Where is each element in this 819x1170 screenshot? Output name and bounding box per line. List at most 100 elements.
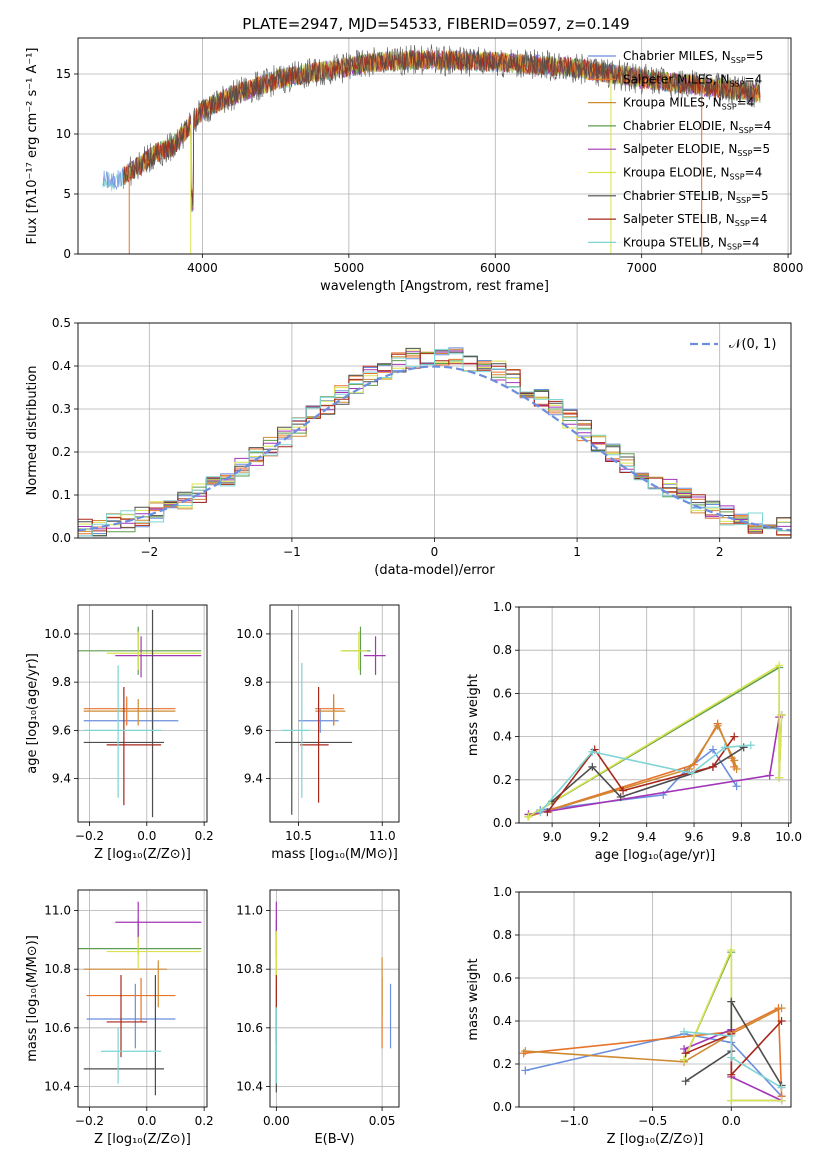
data-point-marker (777, 1083, 786, 1092)
y-tick-label: 9.4 (52, 772, 71, 786)
legend-count: =5 (746, 49, 764, 63)
plot-area (275, 609, 386, 815)
y-tick-label: 0.2 (493, 1057, 512, 1071)
x-tick-label: −0.5 (638, 1114, 667, 1128)
y-tick-label: 0 (63, 247, 71, 261)
data-point-marker (727, 1053, 736, 1062)
y-tick-label: 11.0 (44, 904, 71, 918)
x-tick-label: 4000 (187, 261, 218, 275)
legend: Chabrier MILES, NSSP=5 Salpeter MILES, NS… (588, 49, 771, 251)
data-point-marker (680, 1027, 689, 1036)
legend-count: =4 (745, 166, 763, 180)
data-point-marker (727, 1096, 736, 1105)
data-point-marker (777, 1004, 786, 1013)
data-point-marker (521, 1047, 530, 1056)
series-line (683, 1028, 782, 1102)
x-tick-label: 6000 (480, 261, 511, 275)
data-point-marker (524, 812, 533, 821)
plot-area (78, 609, 202, 818)
data-point-marker (720, 743, 729, 752)
y-tick-label: 0.1 (52, 488, 71, 502)
legend-count: =4 (742, 235, 760, 249)
x-tick-label: 9.2 (590, 830, 609, 844)
legend-label: Salpeter MILES, NSSP=4 (623, 72, 762, 88)
legend-subscript: SSP (730, 79, 745, 88)
y-axis-label: Normed distribution (25, 366, 40, 496)
data-point-marker (588, 762, 597, 771)
x-tick-label: 2 (716, 545, 724, 559)
series-line (525, 1007, 782, 1063)
y-tick-label: 10.4 (236, 1079, 263, 1093)
legend-subscript: SSP (722, 103, 737, 112)
plot-area (524, 661, 786, 821)
series-line (684, 1031, 783, 1089)
y-tick-label: 10.4 (44, 1079, 71, 1093)
data-point-marker (777, 711, 786, 719)
legend-label: Kroupa MILES, NSSP=4 (623, 96, 754, 112)
normal-curve (77, 365, 792, 532)
y-tick-label: 1.0 (493, 600, 512, 614)
y-tick-label: 0.8 (493, 643, 512, 657)
figure-title: PLATE=2947, MJD=54533, FIBERID=0597, z=0… (242, 15, 629, 33)
y-tick-label: 0.3 (52, 402, 71, 416)
plot-area (102, 44, 761, 254)
data-point-marker (680, 1055, 689, 1064)
x-tick-label: −1.0 (559, 1114, 588, 1128)
y-tick-label: 11.0 (236, 904, 263, 918)
panel-age-vs-mass: 10.5 11.0 9.4 9.6 9.8 10.0 mass [log₁₀(M/M⊙)] (236, 604, 400, 862)
y-tick-label: 9.4 (244, 772, 263, 786)
plot-area (78, 901, 202, 1096)
plot-area (275, 901, 392, 1093)
x-tick-label: 11.0 (369, 829, 396, 843)
y-axis-label: mass [log₁₀(M/M⊙)] (25, 935, 40, 1062)
data-point-marker (616, 793, 625, 802)
y-tick-label: 0.0 (493, 816, 512, 830)
data-point-marker (521, 1066, 530, 1075)
panel-weight-vs-age: 9.0 9.2 9.4 9.6 9.8 10.0 0.0 0.2 0.4 0.6 0.8 1.0 age… (466, 600, 802, 863)
x-tick-label: 0 (431, 545, 439, 559)
legend-count: =4 (737, 96, 755, 110)
series-line (528, 714, 783, 816)
data-point-marker (588, 747, 597, 756)
data-point-marker (619, 786, 628, 795)
panel-residuals: −2 −1 0 1 2 0.0 0.1 0.2 0.3 0.4 0.5 (data-model)/er… (25, 316, 792, 578)
legend-label: Kroupa STELIB, NSSP=4 (623, 235, 760, 251)
y-axis-label: mass weight (466, 958, 481, 1040)
x-tick-label: −0.2 (75, 829, 104, 843)
x-axis-label: age [log₁₀(age/yr)] (595, 848, 716, 863)
y-tick-label: 0.0 (52, 531, 71, 545)
x-tick-label: −1 (283, 545, 301, 559)
y-tick-label: 10.8 (44, 962, 71, 976)
x-tick-label: 0.00 (263, 1114, 290, 1128)
y-tick-label: 9.8 (244, 675, 263, 689)
x-axis-label: mass [log₁₀(M/M⊙)] (271, 847, 398, 862)
x-tick-label: 9.6 (684, 830, 703, 844)
axes-frame (269, 604, 400, 823)
data-point-marker (681, 1049, 690, 1058)
data-point-marker (681, 1077, 690, 1086)
x-tick-label: 9.8 (732, 830, 751, 844)
x-axis-label: Z [log₁₀(Z/Z⊙)] (94, 1132, 191, 1147)
y-tick-label: 0.0 (493, 1100, 512, 1114)
plot-area (519, 946, 786, 1105)
x-tick-label: 9.4 (637, 830, 656, 844)
y-tick-label: 10 (56, 127, 71, 141)
x-tick-label: 10.5 (285, 829, 312, 843)
legend-label: Salpeter STELIB, NSSP=4 (623, 212, 767, 228)
data-point-marker (777, 1017, 786, 1025)
y-tick-label: 0.6 (493, 971, 512, 985)
panel-mass-vs-EBV: 0.00 0.05 10.4 10.6 10.8 11.0 E(B-V) (236, 889, 400, 1147)
legend-subscript: SSP (730, 173, 745, 182)
x-axis-label: Z [log₁₀(Z/Z⊙)] (94, 847, 191, 862)
data-point-marker (708, 762, 717, 771)
legend-label: Chabrier ELODIE, NSSP=4 (623, 119, 771, 135)
x-tick-label: 0.2 (195, 829, 214, 843)
data-point-marker (775, 773, 784, 782)
y-tick-label: 10.8 (236, 962, 263, 976)
x-tick-label: 1 (573, 545, 581, 559)
x-tick-label: 5000 (334, 261, 365, 275)
series-line (523, 1006, 783, 1097)
plot-area (77, 347, 792, 537)
